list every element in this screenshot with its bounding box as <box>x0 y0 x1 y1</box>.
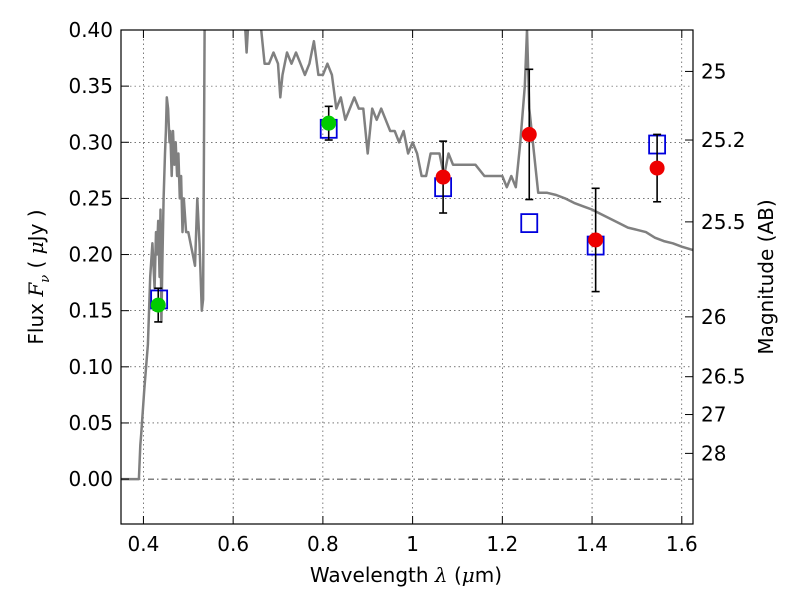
x-axis-label: Wavelength λ (μm) <box>310 563 502 587</box>
red-point <box>435 169 451 185</box>
axis-ticks: 0.4 0.6 0.8 1 1.2 1.4 1.6 0.00 0.05 0.10 0.15 0.20 0… <box>68 18 745 556</box>
x-tick-label: 0.6 <box>217 532 249 556</box>
plot-frame <box>120 29 694 525</box>
red-point <box>588 232 604 248</box>
y-tick-label: 0.10 <box>68 355 113 379</box>
grid-lines <box>121 29 693 524</box>
model-spectrum-line <box>121 30 693 481</box>
x-tick-label: 1.2 <box>486 532 518 556</box>
right-tick-label: 28 <box>701 441 726 465</box>
x-tick-label: 1 <box>406 532 419 556</box>
red-point <box>521 126 537 142</box>
green-point <box>321 115 337 131</box>
y-tick-label: 0.30 <box>68 130 113 154</box>
y-tick-label: 0.05 <box>68 411 113 435</box>
y-tick-label: 0.40 <box>68 18 113 42</box>
right-tick-label: 27 <box>701 403 726 427</box>
y-tick-label: 0.20 <box>68 243 113 267</box>
green-point <box>150 297 166 313</box>
x-tick-label: 0.8 <box>307 532 339 556</box>
x-tick-label: 1.6 <box>666 532 698 556</box>
y-tick-label: 0.35 <box>68 74 113 98</box>
red-point <box>649 160 665 176</box>
y-tick-label: 0.15 <box>68 299 113 323</box>
right-tick-label: 25.5 <box>701 210 746 234</box>
right-tick-label: 26 <box>701 305 726 329</box>
right-tick-label: 25.2 <box>701 128 746 152</box>
right-tick-label: 26.5 <box>701 365 746 389</box>
model-photometry-box <box>520 213 539 234</box>
right-tick-label: 25 <box>701 59 726 83</box>
y-tick-label: 0.25 <box>68 186 113 210</box>
x-tick-label: 0.4 <box>128 532 160 556</box>
x-tick-label: 1.4 <box>576 532 608 556</box>
plot-data <box>121 30 693 481</box>
y-axis-label: Flux Fν ( μJy ) <box>24 209 53 344</box>
y-tick-label: 0.00 <box>68 467 113 491</box>
right-axis-label: Magnitude (AB) <box>754 199 778 354</box>
